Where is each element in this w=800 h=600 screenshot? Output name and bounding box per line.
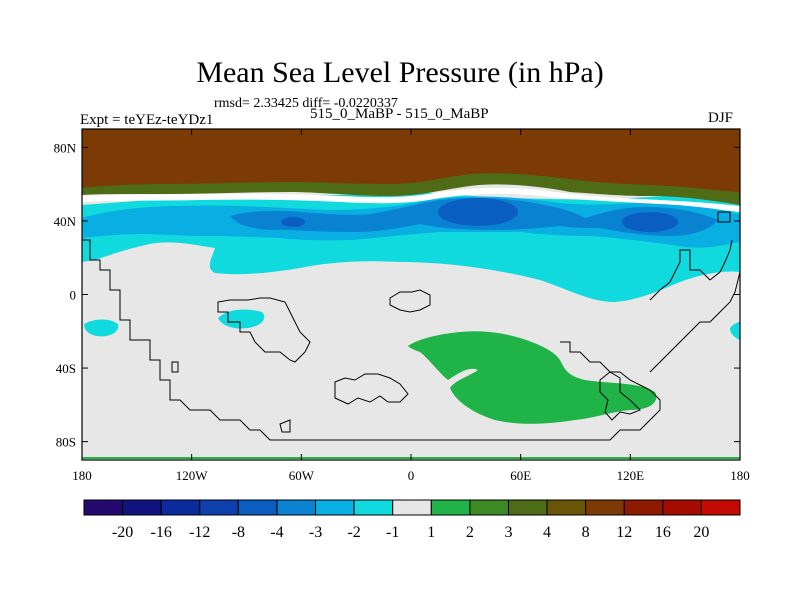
colorbar-box bbox=[392, 499, 432, 516]
field-white-gap bbox=[82, 187, 740, 212]
experiment-label: Expt = teYEz-teYDz1 bbox=[80, 112, 214, 128]
coastline-antarctic-rise bbox=[649, 271, 740, 373]
colorbar-box bbox=[546, 499, 587, 516]
map-field bbox=[82, 129, 740, 460]
colorbar-label: -20 bbox=[112, 524, 133, 541]
colorbar-box bbox=[122, 499, 162, 516]
colorbar-box bbox=[469, 499, 509, 516]
colorbar-box bbox=[662, 499, 702, 516]
y-axis: 80N 40N 0 40S 80S bbox=[54, 140, 740, 450]
colorbar-box bbox=[700, 499, 741, 516]
coastline-americas bbox=[82, 239, 661, 441]
coastline-interior-basin bbox=[389, 289, 431, 313]
coastline-south-basin bbox=[334, 373, 409, 405]
colorbar-box bbox=[585, 499, 625, 516]
coastline-west-continent bbox=[217, 297, 311, 363]
y-tick-label: 40S bbox=[56, 361, 76, 376]
colorbar-label: -8 bbox=[232, 524, 245, 541]
colorbar-label: -2 bbox=[347, 524, 360, 541]
colorbar-box bbox=[353, 499, 394, 516]
colorbar-label: 12 bbox=[616, 524, 632, 541]
field-low-center-125e bbox=[622, 212, 678, 232]
colorbar-label: -3 bbox=[309, 524, 322, 541]
x-tick-label: 180 bbox=[730, 468, 750, 483]
colorbar-box bbox=[199, 499, 239, 516]
colorbar-label: -1 bbox=[386, 524, 399, 541]
colorbar-box bbox=[315, 499, 355, 516]
rmsd-stats: rmsd= 2.33425 diff= -0.0220337 bbox=[214, 96, 398, 111]
field-southern-high bbox=[408, 331, 657, 424]
colorbar-label: 1 bbox=[427, 524, 435, 541]
colorbar-label: 20 bbox=[693, 524, 709, 541]
colorbar-box bbox=[83, 499, 124, 516]
field-cyan-blob-west bbox=[84, 319, 119, 337]
coastline-north-island bbox=[717, 211, 731, 223]
colorbar-label: -12 bbox=[189, 524, 210, 541]
colorbar-box bbox=[430, 499, 471, 516]
x-tick-label: 120W bbox=[176, 468, 209, 483]
colorbar-label: 16 bbox=[655, 524, 671, 541]
y-tick-label: 80N bbox=[54, 140, 77, 155]
colorbar-label: 2 bbox=[466, 524, 474, 541]
field-low-center-40e bbox=[438, 198, 518, 226]
colorbar-box bbox=[237, 499, 278, 516]
chart-title: Mean Sea Level Pressure (in hPa) bbox=[196, 56, 604, 89]
coastline-north-pacific bbox=[649, 239, 733, 301]
colorbar-label: -16 bbox=[151, 524, 172, 541]
colorbar-box bbox=[623, 499, 664, 516]
y-tick-label: 40N bbox=[54, 214, 77, 229]
x-axis: 180 120W 60W 0 60E 120E 180 bbox=[72, 129, 750, 483]
colorbar-box bbox=[276, 499, 317, 516]
coastlines bbox=[82, 211, 740, 441]
x-tick-label: 60W bbox=[289, 468, 315, 483]
cases-label: 515_0_MaBP - 515_0_MaBP bbox=[310, 106, 489, 122]
field-low-center-60w bbox=[281, 217, 305, 227]
x-tick-label: 60E bbox=[510, 468, 531, 483]
y-tick-label: 0 bbox=[70, 288, 77, 303]
x-tick-label: 0 bbox=[408, 468, 415, 483]
coastline-southwest-inlet bbox=[171, 361, 179, 373]
field-cyan-blob-center bbox=[218, 309, 265, 329]
colorbar-box bbox=[160, 499, 201, 516]
x-tick-label: 180 bbox=[72, 468, 92, 483]
x-tick-label: 120E bbox=[617, 468, 645, 483]
field-cyan-blob-east bbox=[730, 322, 740, 340]
colorbar-label: 8 bbox=[582, 524, 590, 541]
colorbar-box bbox=[507, 499, 548, 516]
colorbar-label: 3 bbox=[504, 524, 512, 541]
season-label: DJF bbox=[708, 110, 734, 126]
y-tick-label: 80S bbox=[56, 435, 76, 450]
colorbar: -20 -16 -12 -8 -4 -3 -2 -1 1 2 3 4 8 12 16 20 bbox=[83, 499, 741, 541]
coastline-east-continent bbox=[599, 371, 641, 421]
field-polar-high-band bbox=[82, 129, 740, 192]
colorbar-label: -4 bbox=[270, 524, 283, 541]
coastline-south-island bbox=[279, 419, 291, 433]
colorbar-label: 4 bbox=[543, 524, 551, 541]
